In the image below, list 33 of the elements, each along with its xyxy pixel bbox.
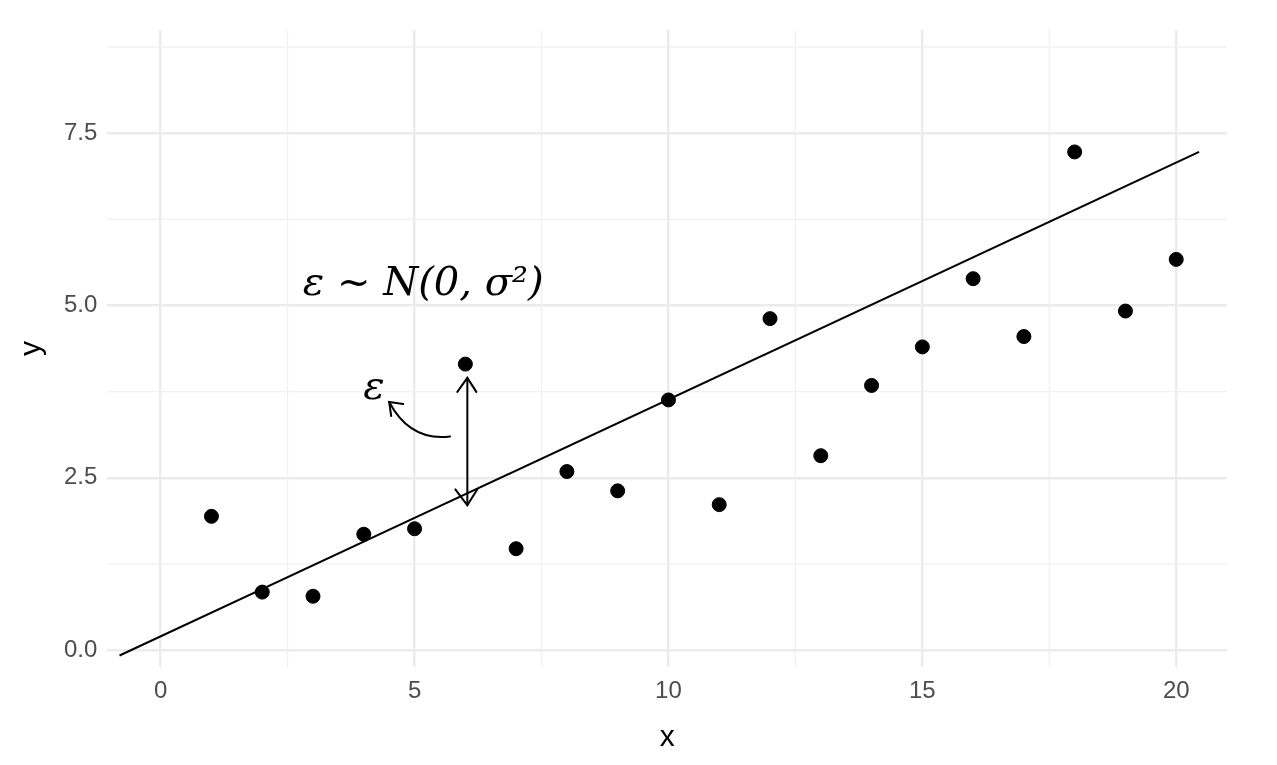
x-tick-label: 10	[655, 676, 682, 704]
point	[965, 271, 981, 287]
x-tick-label: 5	[407, 676, 422, 704]
point	[914, 339, 930, 355]
point	[203, 508, 219, 524]
point	[407, 521, 423, 537]
point	[864, 377, 880, 393]
point	[508, 541, 524, 557]
annotation: ε ~ N(0, σ²)	[302, 258, 544, 305]
x-tick-label: 0	[154, 676, 168, 704]
point	[457, 356, 473, 372]
point	[559, 464, 575, 480]
point	[610, 483, 626, 499]
point	[254, 584, 270, 600]
x-axis-title: x	[659, 719, 675, 753]
annotation: ε	[363, 361, 385, 408]
y-tick-label: 7.5	[63, 117, 98, 145]
y-axis-title: y	[13, 341, 47, 357]
point	[711, 497, 727, 513]
point	[1168, 251, 1184, 267]
point	[762, 311, 778, 327]
point	[813, 448, 829, 464]
point	[305, 588, 321, 604]
point	[660, 392, 676, 408]
point	[1117, 303, 1133, 319]
point	[356, 526, 372, 542]
y-tick-label: 0.0	[63, 634, 98, 662]
y-tick-label: 5.0	[63, 290, 98, 318]
y-tick-label: 2.5	[63, 462, 98, 490]
point	[1067, 144, 1083, 160]
point	[1016, 329, 1032, 345]
x-tick-label: 20	[1162, 676, 1190, 704]
x-tick-label: 15	[908, 676, 936, 704]
